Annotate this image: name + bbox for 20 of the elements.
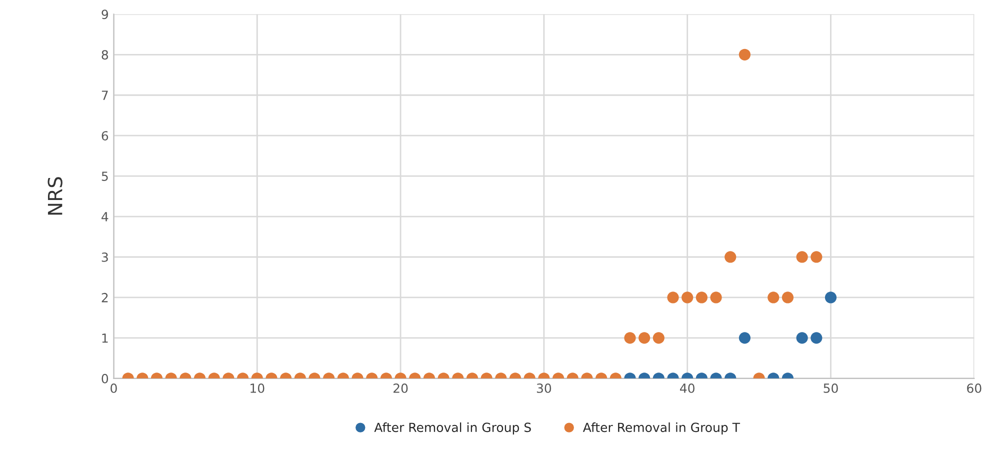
x-tick-label: 60 bbox=[967, 383, 982, 393]
y-tick-label: 8 bbox=[102, 50, 108, 60]
x-tick-label: 20 bbox=[394, 383, 408, 393]
y-axis-title: NRS bbox=[48, 177, 62, 215]
y-tick-label: 1 bbox=[102, 334, 108, 343]
y-tick-label: 0 bbox=[102, 374, 108, 384]
x-tick-label: 0 bbox=[110, 383, 117, 393]
y-tick-label: 7 bbox=[102, 90, 108, 100]
y-tick-label: 9 bbox=[102, 10, 108, 20]
x-tick-label: 10 bbox=[250, 383, 264, 393]
x-tick-label: 30 bbox=[536, 383, 552, 393]
y-tick-label: 3 bbox=[102, 252, 108, 262]
x-tick-label: 50 bbox=[824, 383, 838, 393]
legend-label: After Removal in Group S bbox=[374, 422, 531, 435]
y-tick-label: 2 bbox=[102, 292, 108, 302]
y-tick-label: 5 bbox=[102, 172, 108, 181]
y-tick-label: 4 bbox=[102, 212, 108, 222]
y-tick-label: 6 bbox=[102, 131, 108, 141]
x-tick-label: 40 bbox=[680, 383, 694, 393]
legend-label: After Removal in Group T bbox=[582, 422, 740, 435]
